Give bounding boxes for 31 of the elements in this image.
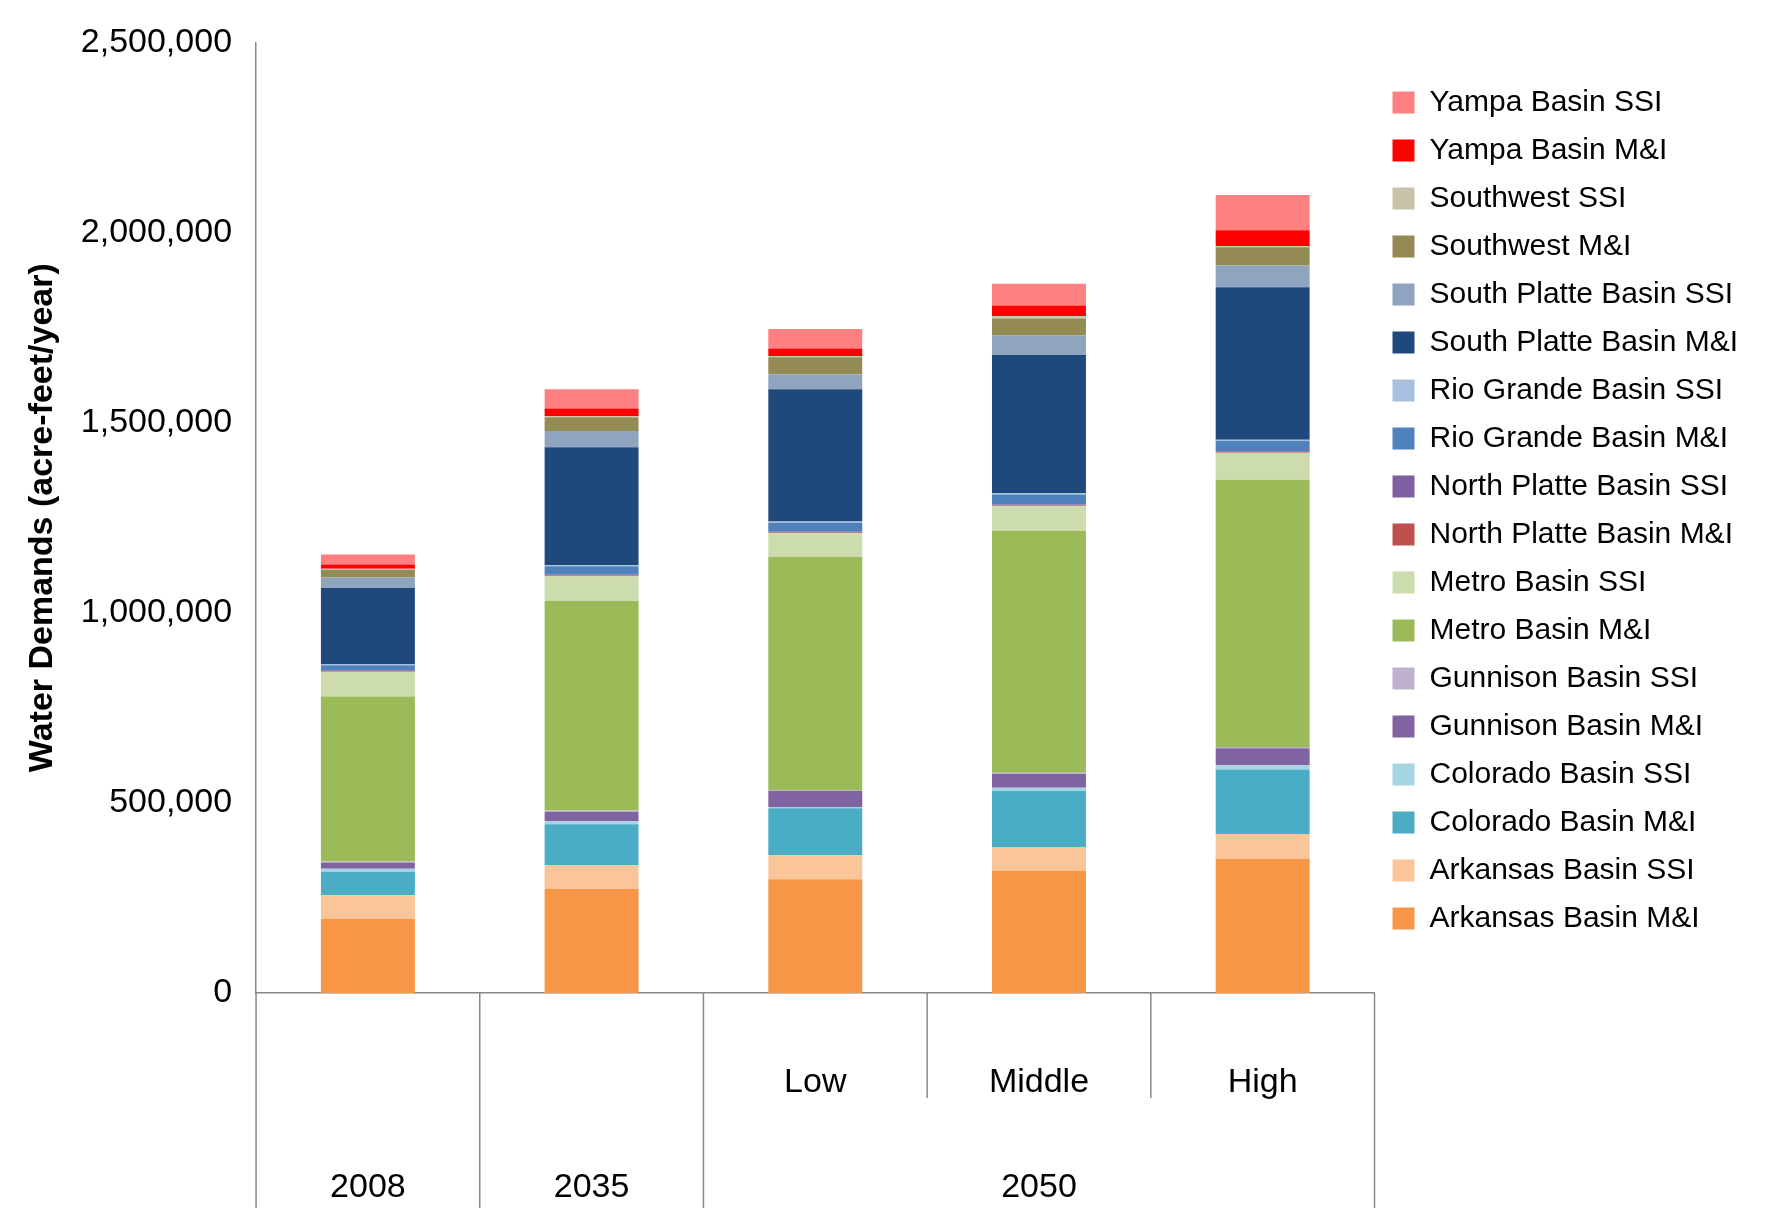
legend-label: Colorado Basin M&I	[1429, 803, 1697, 837]
y-tick-label: 500,000	[109, 781, 233, 820]
legend-label: Metro Basin SSI	[1429, 563, 1647, 597]
legend-label: North Platte Basin M&I	[1429, 515, 1733, 549]
x-tick-label: Middle	[988, 1061, 1090, 1100]
legend-label: Arkansas Basin M&I	[1429, 899, 1700, 933]
y-axis-title: Water Demands (acre-feet/year)	[20, 263, 59, 773]
legend-label: Colorado Basin SSI	[1429, 755, 1692, 789]
legend-label: North Platte Basin SSI	[1429, 467, 1728, 501]
legend-label: Southwest M&I	[1429, 227, 1632, 261]
x-tick-label: 2035	[553, 1166, 630, 1205]
y-tick-label: 0	[213, 971, 233, 1010]
y-tick-label: 2,000,000	[80, 210, 233, 249]
legend-label: Yampa Basin SSI	[1429, 83, 1663, 117]
legend-label: Gunnison Basin M&I	[1429, 707, 1703, 741]
y-tick-label: 1,500,000	[80, 401, 233, 440]
legend-label: Yampa Basin M&I	[1429, 131, 1668, 165]
legend-label: Gunnison Basin SSI	[1429, 659, 1698, 693]
legend-label: Southwest SSI	[1429, 179, 1627, 213]
legend-label: South Platte Basin SSI	[1429, 275, 1734, 309]
legend-label: South Platte Basin M&I	[1429, 323, 1738, 357]
y-tick-label: 1,000,000	[80, 591, 233, 630]
text: 2050	[1001, 1166, 1077, 1205]
y-tick-label: 2,500,000	[80, 20, 233, 59]
legend-label: Rio Grande Basin M&I	[1429, 419, 1728, 453]
x-tick-label: 2008	[330, 1166, 406, 1205]
x-tick-label: Low	[784, 1061, 847, 1100]
x-tick-label: High	[1227, 1061, 1298, 1100]
legend-label: Rio Grande Basin SSI	[1429, 371, 1723, 405]
legend-label: Arkansas Basin SSI	[1429, 851, 1695, 885]
legend-label: Metro Basin M&I	[1429, 611, 1652, 645]
